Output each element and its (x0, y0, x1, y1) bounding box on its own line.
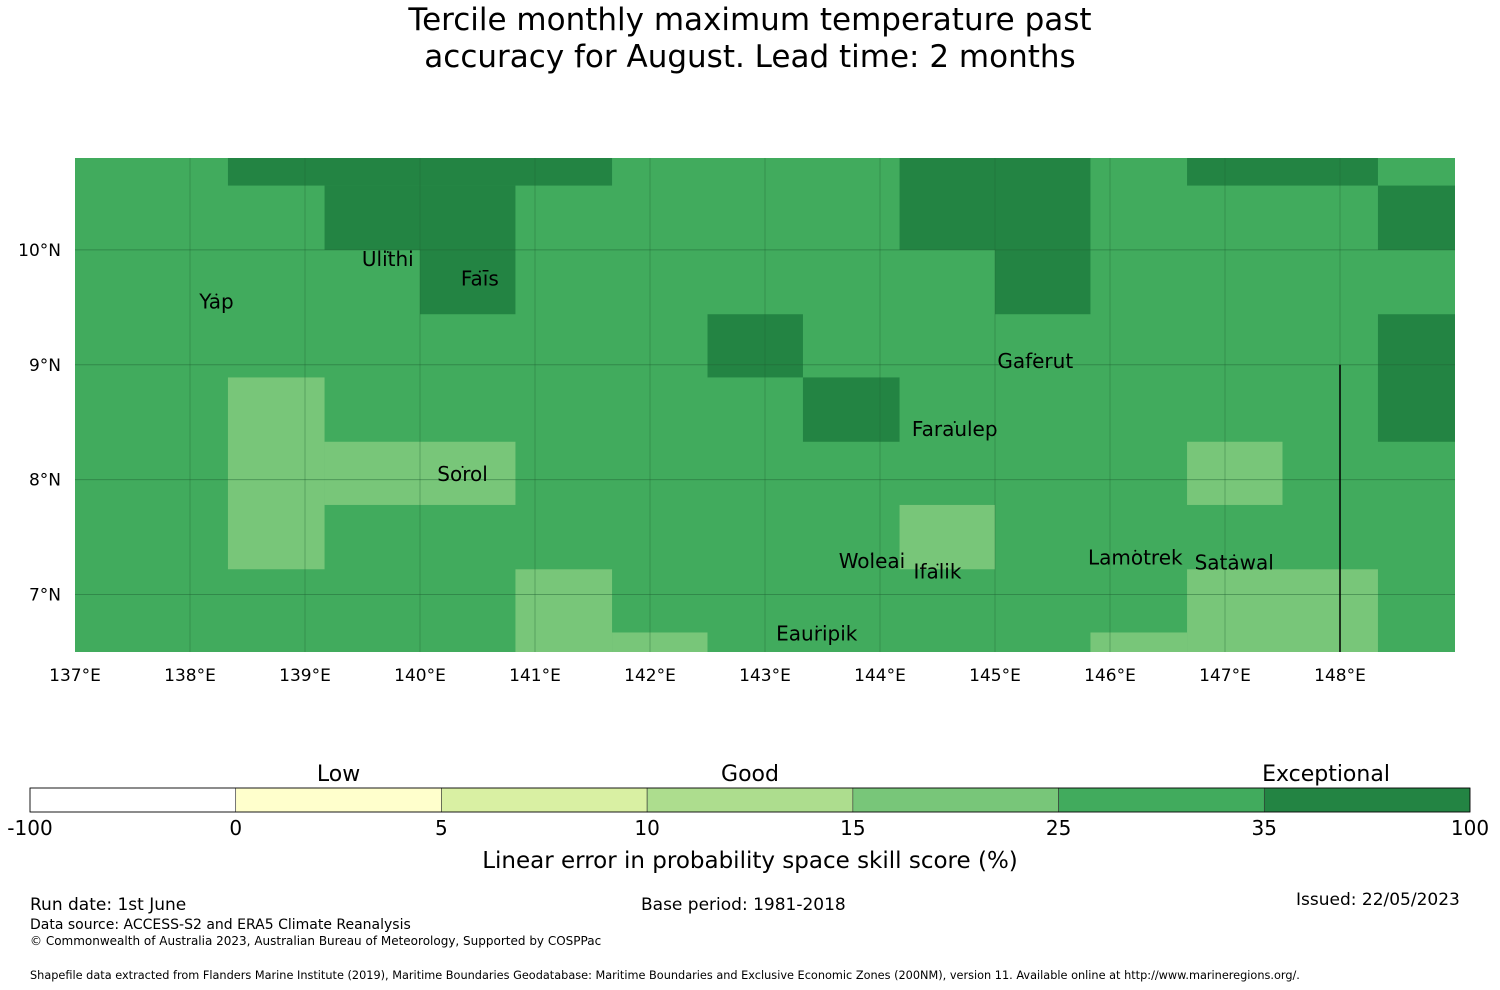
island-marker (953, 421, 956, 424)
skill-cell (1377, 185, 1455, 250)
place-label: Satawal (1195, 550, 1274, 574)
skill-cell (802, 377, 900, 442)
island-marker (386, 250, 389, 253)
skill-cell (899, 504, 995, 570)
colorbar-tick-label: 5 (435, 816, 448, 840)
island-marker (461, 465, 464, 468)
colorbar-tick-label: 15 (840, 816, 865, 840)
colorbar-category-label: Exceptional (1262, 762, 1390, 787)
longitude-tick-label: 137°E (49, 666, 101, 686)
skill-cell (1187, 569, 1378, 652)
longitude-tick-label: 141°E (509, 666, 561, 686)
place-label: Lamotrek (1088, 546, 1183, 570)
colorbar-bin (1263, 787, 1471, 813)
map-axes: 137°E 138°E 139°E 140°E 141°E 142°E 143°E 144°E… (18, 241, 1366, 686)
place-label: Gaferut (997, 349, 1073, 373)
base-period: Base period: 1981-2018 (641, 895, 846, 915)
place-label: Faraulep (912, 417, 998, 441)
colorbar-tick-label: -100 (7, 816, 52, 840)
longitude-tick-label: 146°E (1084, 666, 1136, 686)
latitude-tick-label: 9°N (29, 356, 61, 376)
colorbar-category-label: Low (317, 762, 360, 787)
island-marker (1134, 549, 1137, 552)
island-marker (215, 293, 218, 296)
map-figure: Ulithi Faīs Yap Gaferut Faraulep Sorol Woleai I… (7, 158, 1489, 874)
colorbar-bin (646, 787, 854, 813)
longitude-tick-label: 147°E (1199, 666, 1251, 686)
colorbar-title: Linear error in probability space skill … (482, 848, 1018, 874)
place-label: Woleai (839, 549, 906, 573)
skill-cell (227, 377, 325, 570)
island-marker (870, 553, 873, 556)
skill-cell (515, 569, 613, 652)
skill-cell (1187, 441, 1283, 505)
colorbar-tick-label: 100 (1451, 816, 1489, 840)
map-title: Tercile monthly maximum temperature past… (0, 2, 1500, 76)
colorbar-category-label: Good (721, 762, 779, 787)
longitude-tick-label: 140°E (394, 666, 446, 686)
longitude-tick-label: 143°E (739, 666, 791, 686)
latitude-tick-label: 8°N (29, 471, 61, 491)
skill-cell (227, 158, 613, 186)
place-label: Eauripik (776, 622, 858, 646)
place-label: Yap (198, 289, 233, 313)
data-source: Data source: ACCESS-S2 and ERA5 Climate … (30, 917, 411, 933)
skill-cell (1187, 158, 1378, 186)
colorbar-bin (1058, 787, 1265, 813)
map-area: Ulithi Faīs Yap Gaferut Faraulep Sorol Woleai I… (75, 158, 1455, 652)
colorbar-legend: -100 0 5 10 15 25 35 100 Low Good Exceptional Linea… (7, 762, 1489, 874)
place-label: Ifalik (914, 559, 962, 583)
longitude-tick-label: 145°E (969, 666, 1021, 686)
longitude-tick-label: 139°E (279, 666, 331, 686)
place-label: Faīs (461, 267, 499, 291)
skill-cell (324, 441, 516, 505)
island-marker (1233, 554, 1236, 557)
skill-cell (324, 185, 516, 250)
skill-cell (707, 314, 803, 378)
longitude-tick-label: 138°E (164, 666, 216, 686)
colorbar-frame (29, 787, 1471, 813)
copyright: © Commonwealth of Australia 2023, Austra… (30, 934, 602, 948)
latitude-tick-label: 10°N (18, 241, 61, 261)
shapefile-credit: Shapefile data extracted from Flanders M… (30, 969, 1300, 982)
island-marker (815, 625, 818, 628)
skill-cell (899, 158, 1091, 250)
place-label: Ulithi (362, 247, 414, 271)
colorbar-tick-label: 10 (634, 816, 659, 840)
skill-cell (420, 249, 516, 315)
island-marker (478, 270, 481, 273)
skill-cell (1090, 632, 1188, 652)
run-date: Run date: 1st June (30, 895, 187, 915)
title-line-2: accuracy for August. Lead time: 2 months (424, 39, 1076, 75)
skill-cell (995, 249, 1091, 315)
colorbar-tick-label: 35 (1252, 816, 1277, 840)
longitude-tick-label: 142°E (624, 666, 676, 686)
colorbar-bin (29, 787, 237, 813)
latitude-tick-label: 7°N (29, 586, 61, 606)
colorbar-tick-label: 0 (229, 816, 242, 840)
skill-cell (612, 632, 708, 652)
colorbar-bin (852, 787, 1059, 813)
colorbar-bin (235, 787, 442, 813)
colorbar-bin (441, 787, 648, 813)
longitude-tick-label: 144°E (854, 666, 906, 686)
island-marker (936, 563, 939, 566)
longitude-tick-label: 148°E (1314, 666, 1366, 686)
colorbar-tick-label: 25 (1046, 816, 1071, 840)
island-marker (1034, 353, 1037, 356)
issued-date: Issued: 22/05/2023 (1296, 890, 1460, 910)
skill-cell (1377, 314, 1455, 442)
place-label: Sorol (437, 462, 488, 486)
title-line-1: Tercile monthly maximum temperature past (408, 2, 1092, 38)
